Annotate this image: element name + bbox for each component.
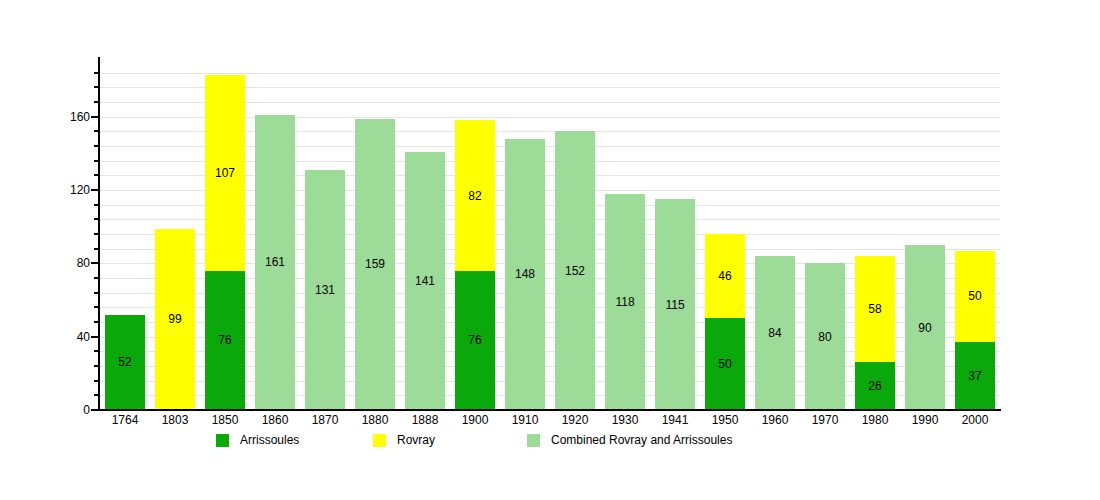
x-tick-label: 1764 (100, 413, 150, 428)
bar-value-label: 90 (918, 322, 931, 334)
bar-segment-rovray-1900: 82 (455, 120, 495, 270)
y-tick-label: 160 (52, 110, 90, 125)
bar-value-label: 148 (515, 268, 535, 280)
bar-value-label: 99 (168, 313, 181, 325)
y-tick-label: 80 (52, 256, 90, 271)
x-tick-label: 1950 (700, 413, 750, 428)
x-tick-label: 1920 (550, 413, 600, 428)
x-tick-label: 1870 (300, 413, 350, 428)
bar-value-label: 26 (868, 380, 881, 392)
x-tick-label: 1941 (650, 413, 700, 428)
legend-label: Rovray (397, 433, 435, 448)
y-axis (98, 57, 100, 411)
bar-segment-rovray-1950: 46 (705, 234, 745, 318)
legend-label: Combined Rovray and Arrissoules (551, 433, 732, 448)
x-axis (98, 409, 1001, 411)
bar-segment-combined-rovray-and-arrissoules-1930: 118 (605, 194, 645, 410)
x-tick-label: 1880 (350, 413, 400, 428)
bar-value-label: 107 (215, 167, 235, 179)
bar-segment-combined-rovray-and-arrissoules-1880: 159 (355, 119, 395, 410)
bar-value-label: 152 (565, 265, 585, 277)
bar-segment-arrissoules-1764: 52 (105, 315, 145, 410)
bar-segment-combined-rovray-and-arrissoules-1888: 141 (405, 152, 445, 410)
y-tick-label: 0 (52, 403, 90, 418)
bar-value-label: 159 (365, 258, 385, 270)
bar-segment-arrissoules-1980: 26 (855, 362, 895, 410)
bar-segment-arrissoules-1900: 76 (455, 271, 495, 410)
x-tick-label: 1990 (900, 413, 950, 428)
bar-segment-arrissoules-1850: 76 (205, 271, 245, 410)
x-tick-label: 1888 (400, 413, 450, 428)
y-major-tick (91, 409, 98, 411)
y-major-tick (91, 262, 98, 264)
x-tick-label: 1850 (200, 413, 250, 428)
x-tick-label: 1910 (500, 413, 550, 428)
bar-value-label: 46 (718, 270, 731, 282)
bar-segment-combined-rovray-and-arrissoules-1941: 115 (655, 199, 695, 410)
bar-segment-combined-rovray-and-arrissoules-1970: 80 (805, 263, 845, 410)
bar-value-label: 50 (718, 358, 731, 370)
x-tick-label: 1860 (250, 413, 300, 428)
bar-segment-rovray-1980: 58 (855, 256, 895, 362)
bar-segment-combined-rovray-and-arrissoules-1990: 90 (905, 245, 945, 410)
bar-segment-rovray-1803: 99 (155, 229, 195, 410)
plot-area: 52 99 76 107 161 131 159 141 76 82 148 152 118 115 50 4… (100, 57, 1000, 410)
combined-swatch (527, 434, 540, 447)
population-bar-chart: 52 99 76 107 161 131 159 141 76 82 148 152 118 115 50 4… (0, 0, 1100, 500)
x-tick-label: 1930 (600, 413, 650, 428)
y-tick-label: 120 (52, 183, 90, 198)
legend-label: Arrissoules (240, 433, 299, 448)
bar-value-label: 141 (415, 275, 435, 287)
bar-value-label: 84 (768, 327, 781, 339)
arrissoules-swatch (216, 434, 229, 447)
y-tick-label: 40 (52, 330, 90, 345)
x-tick-label: 2000 (950, 413, 1000, 428)
bar-segment-rovray-2000: 50 (955, 251, 995, 343)
x-tick-label: 1980 (850, 413, 900, 428)
x-tick-label: 1900 (450, 413, 500, 428)
bar-segment-combined-rovray-and-arrissoules-1960: 84 (755, 256, 795, 410)
x-tick-label: 1960 (750, 413, 800, 428)
bar-segment-combined-rovray-and-arrissoules-1870: 131 (305, 170, 345, 410)
bar-segment-combined-rovray-and-arrissoules-1910: 148 (505, 139, 545, 410)
bar-value-label: 118 (615, 296, 634, 308)
y-major-tick (91, 116, 98, 118)
y-major-tick (91, 336, 98, 338)
x-tick-label: 1970 (800, 413, 850, 428)
bar-value-label: 80 (818, 331, 831, 343)
bar-value-label: 76 (218, 334, 231, 346)
x-tick-label: 1803 (150, 413, 200, 428)
y-major-tick (91, 189, 98, 191)
bar-segment-rovray-1850: 107 (205, 75, 245, 271)
bar-value-label: 58 (868, 303, 881, 315)
bar-value-label: 52 (118, 356, 131, 368)
bar-value-label: 131 (315, 284, 335, 296)
rovray-swatch (373, 434, 386, 447)
bar-value-label: 161 (265, 256, 285, 268)
bar-segment-combined-rovray-and-arrissoules-1920: 152 (555, 131, 595, 410)
bar-value-label: 115 (665, 299, 684, 311)
bar-value-label: 76 (468, 334, 481, 346)
bar-segment-arrissoules-1950: 50 (705, 318, 745, 410)
bar-segment-arrissoules-2000: 37 (955, 342, 995, 410)
bar-value-label: 82 (468, 190, 481, 202)
bar-segment-combined-rovray-and-arrissoules-1860: 161 (255, 115, 295, 410)
bar-value-label: 37 (968, 370, 981, 382)
bar-value-label: 50 (968, 290, 981, 302)
